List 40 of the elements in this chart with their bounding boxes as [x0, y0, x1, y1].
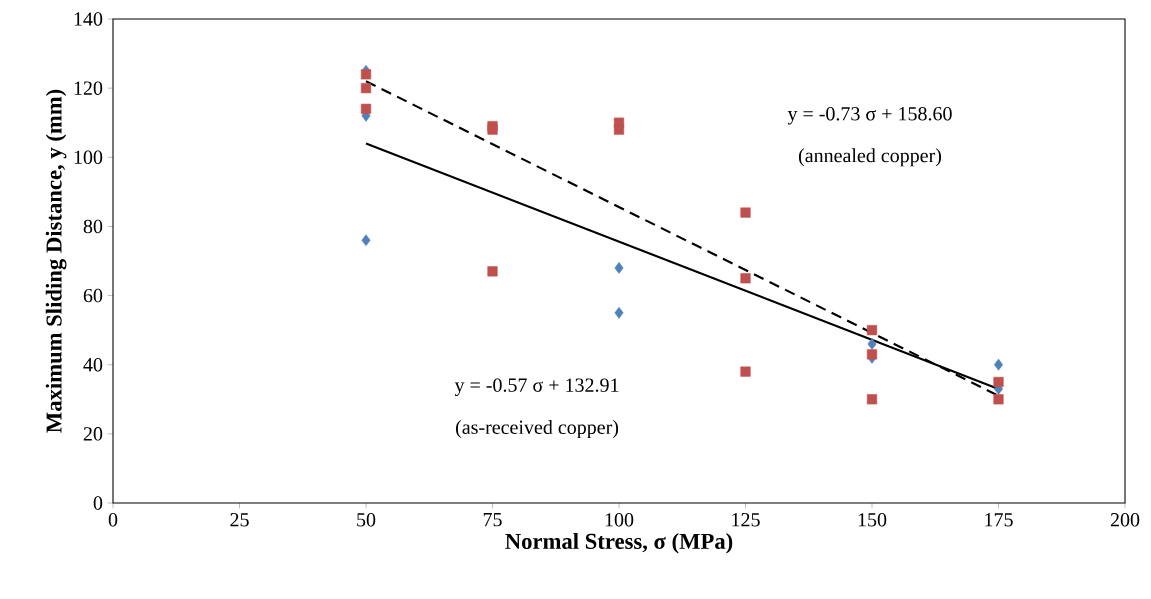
- y-tick-label: 60: [83, 288, 103, 303]
- y-tick-label: 140: [74, 12, 103, 26]
- y-tick-label: 40: [83, 357, 103, 372]
- x-tick-label: 50: [357, 513, 376, 527]
- point: [360, 69, 372, 80]
- x-tick-label: 125: [732, 513, 760, 527]
- y-tick-label: 20: [83, 427, 103, 441]
- y-tick-label: 100: [74, 150, 103, 165]
- x-tick-label: 200: [1110, 513, 1140, 527]
- point: [360, 83, 372, 94]
- y-tick-label: 0: [93, 496, 103, 510]
- y-tick-label: 80: [83, 219, 103, 234]
- y-axis-title: Maximum Sliding Distance, y (mm): [45, 89, 67, 433]
- point: [740, 273, 751, 284]
- point: [614, 306, 624, 319]
- point: [866, 349, 878, 360]
- x-tick-label: 175: [985, 513, 1013, 527]
- x-axis-title: Normal Stress, σ (MPa): [505, 533, 733, 554]
- y-tick-label: 120: [74, 81, 103, 95]
- point: [993, 394, 1004, 405]
- point: [866, 325, 878, 336]
- x-tick-label: 150: [858, 513, 887, 527]
- point: [866, 394, 878, 405]
- point: [613, 124, 625, 135]
- annotation: y = -0.57 σ + 132.91: [454, 378, 619, 396]
- x-tick-label: 25: [230, 513, 249, 527]
- point: [740, 366, 751, 377]
- point: [867, 338, 877, 350]
- point: [487, 266, 498, 277]
- point: [740, 207, 751, 218]
- annotation: (as-received copper): [456, 419, 619, 439]
- point: [360, 103, 372, 114]
- x-tick-label: 0: [108, 513, 118, 527]
- point: [614, 262, 624, 274]
- point: [361, 234, 371, 247]
- x-tick-label: 75: [483, 513, 502, 527]
- point: [993, 376, 1004, 388]
- annotation: (annealed copper): [798, 148, 942, 167]
- annotation: y = -0.73 σ + 158.60: [787, 106, 952, 125]
- x-tick-label: 100: [605, 513, 634, 527]
